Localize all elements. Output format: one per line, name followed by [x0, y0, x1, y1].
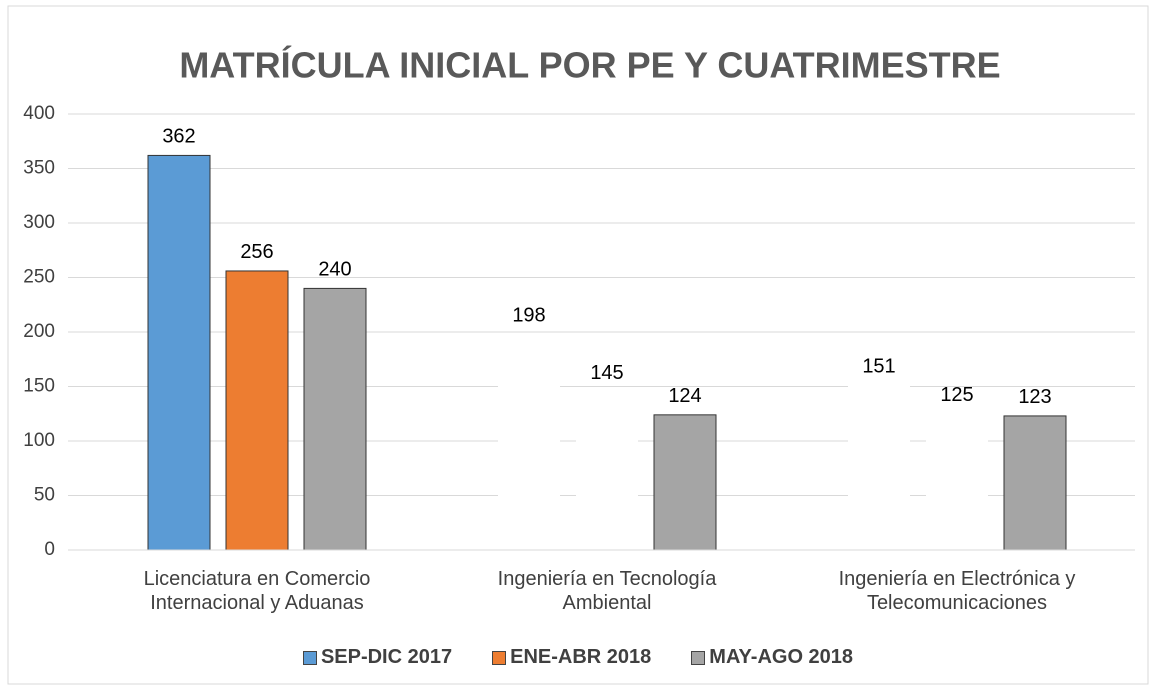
bar: [1003, 415, 1067, 551]
legend-swatch: [691, 650, 706, 665]
legend: SEP-DIC 2017 ENE-ABR 2018 MAY-AGO 2018: [0, 646, 1156, 669]
bar: [498, 334, 560, 550]
data-label: 151: [862, 356, 895, 378]
data-label: 198: [512, 304, 545, 326]
bar: [303, 287, 367, 551]
y-tick-label: 100: [23, 430, 55, 451]
y-tick-label: 300: [23, 212, 55, 233]
data-label: 362: [162, 126, 195, 148]
legend-label: MAY-AGO 2018: [709, 646, 854, 668]
y-tick-label: 50: [34, 485, 55, 506]
data-label: 125: [940, 384, 973, 406]
y-tick-label: 0: [44, 539, 55, 560]
bar: [225, 270, 289, 551]
data-label: 123: [1018, 386, 1051, 408]
bar: [848, 385, 910, 550]
y-tick-label: 250: [23, 267, 55, 288]
bar: [926, 413, 988, 550]
legend-item: MAY-AGO 2018: [691, 646, 853, 669]
data-label: 124: [668, 385, 701, 407]
y-tick-label: 150: [23, 376, 55, 397]
legend-swatch: [302, 650, 317, 665]
data-label: 240: [318, 259, 351, 281]
x-tick-label: Licenciatura en Comercio Internacional y…: [143, 568, 371, 614]
bar: [147, 154, 211, 551]
y-tick-label: 400: [23, 103, 55, 124]
bar: [653, 414, 717, 551]
y-tick-label: 350: [23, 158, 55, 179]
chart-title: MATRÍCULA INICIAL POR PE Y CUATRIMESTRE: [179, 45, 1000, 86]
y-tick-label: 200: [23, 321, 55, 342]
legend-item: SEP-DIC 2017: [302, 646, 453, 669]
data-label: 145: [590, 362, 623, 384]
chart-border: [7, 5, 1149, 685]
legend-swatch: [492, 650, 507, 665]
legend-label: SEP-DIC 2017: [320, 646, 453, 668]
legend-item: ENE-ABR 2018: [492, 646, 651, 669]
bar: [576, 391, 638, 550]
x-tick-label: Ingeniería en Tecnología Ambiental: [497, 568, 717, 614]
data-label: 256: [240, 241, 273, 263]
x-tick-label: Ingeniería en Electrónica y Telecomunica…: [838, 568, 1076, 614]
legend-label: ENE-ABR 2018: [510, 646, 652, 668]
